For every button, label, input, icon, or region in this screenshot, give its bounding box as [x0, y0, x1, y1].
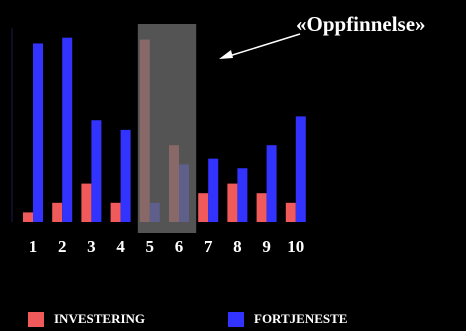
bar-investering-3: [81, 183, 92, 222]
x-tick-label-5: 5: [146, 237, 155, 256]
x-tick-label-3: 3: [87, 237, 96, 256]
legend-label-investering: INVESTERING: [54, 311, 146, 326]
legend-swatch-investering: [28, 311, 44, 327]
bar-investering-2: [52, 202, 63, 222]
x-tick-label-9: 9: [262, 237, 271, 256]
bar-fortjeneste-3: [91, 120, 102, 222]
x-tick-label-8: 8: [233, 237, 242, 256]
bar-investering-4: [110, 202, 121, 222]
bar-investering-7: [198, 193, 209, 222]
legend-item-fortjeneste: FORTJENESTE: [228, 311, 347, 327]
x-tick-label-4: 4: [116, 237, 125, 256]
bar-investering-10: [285, 202, 296, 222]
bar-investering-8: [227, 183, 238, 222]
x-tick-label-7: 7: [204, 237, 213, 256]
bar-fortjeneste-10: [295, 116, 306, 222]
annotation-arrow-line: [225, 33, 301, 58]
bar-fortjeneste-1: [33, 43, 43, 222]
bar-fortjeneste-2: [62, 37, 73, 223]
bar-fortjeneste-8: [237, 168, 248, 222]
legend-label-fortjeneste: FORTJENESTE: [254, 311, 348, 326]
bar-fortjeneste-4: [120, 129, 131, 222]
legend-item-investering: INVESTERING: [28, 311, 145, 327]
bar-fortjeneste-7: [208, 158, 219, 222]
bar-fortjeneste-9: [266, 145, 277, 222]
bar-investering-9: [256, 193, 267, 222]
bar-investering-1: [23, 212, 33, 222]
x-tick-label-10: 10: [287, 237, 304, 256]
legend-swatch-fortjeneste: [228, 311, 244, 327]
annotation-arrowhead-icon: [219, 50, 233, 59]
highlight-annotation: «Oppfinnelse»: [296, 12, 426, 36]
x-tick-label-2: 2: [58, 237, 67, 256]
x-tick-label-6: 6: [175, 237, 184, 256]
x-tick-label-1: 1: [29, 237, 38, 256]
highlight-box: [137, 24, 197, 233]
